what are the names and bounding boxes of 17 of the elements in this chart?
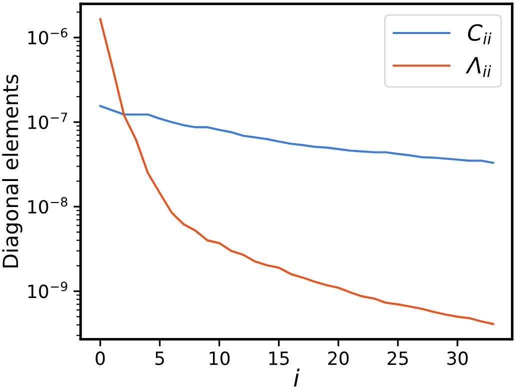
x-tick-label: 0 — [96, 351, 105, 366]
x-tick-label: 20 — [328, 351, 349, 366]
line-series — [99, 18, 494, 326]
x-tick-label: 15 — [269, 352, 289, 366]
x-tick-label: 25 — [388, 351, 408, 366]
line-series — [99, 104, 494, 164]
legend-label: Λ$_{ii}$ — [466, 57, 492, 78]
x-tick-label: 10 — [210, 351, 230, 366]
x-axis-title: i — [294, 368, 300, 387]
x-tick-label: 30 — [447, 351, 468, 366]
y-tick-label: 10$^{−8}$ — [28, 197, 68, 214]
y-tick-label: 10$^{−9}$ — [28, 282, 68, 298]
x-tick-label: 5 — [155, 352, 164, 366]
y-axis-title: Diagonal elements — [2, 74, 22, 268]
y-tick-label: 10$^{−7}$ — [28, 112, 68, 130]
y-tick-label: 10$^{−6}$ — [28, 28, 68, 45]
legend-label: C$_{ii}$ — [468, 24, 492, 44]
